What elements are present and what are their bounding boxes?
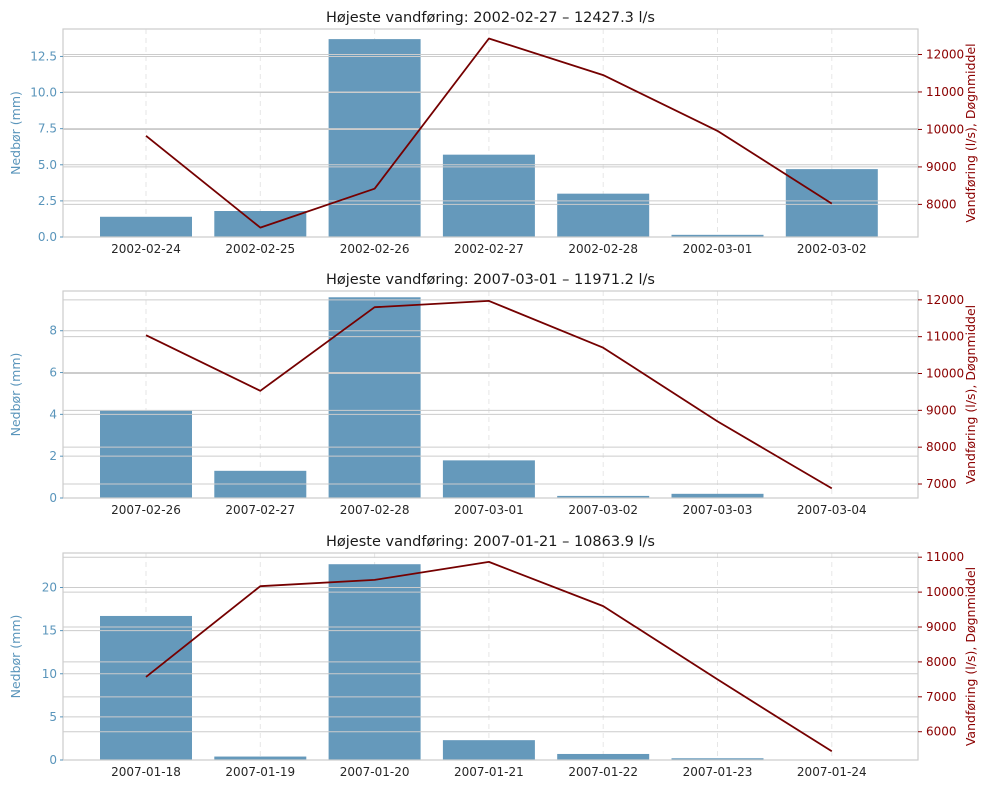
x-tick-label: 2002-03-01 <box>683 242 753 256</box>
precip-bar <box>557 753 650 760</box>
x-tick-label: 2002-02-28 <box>568 242 638 256</box>
x-tick-label: 2007-01-18 <box>111 765 181 779</box>
y-tick-label-left: 5.0 <box>38 158 57 172</box>
y-tick-label-right: 9000 <box>926 160 957 174</box>
y-tick-label-left: 12.5 <box>30 49 57 63</box>
y-tick-label-right: 11000 <box>926 550 964 564</box>
y-tick-label-right: 8000 <box>926 440 957 454</box>
x-tick-label: 2007-02-28 <box>340 503 410 517</box>
plot-frame <box>62 290 919 499</box>
y-tick-label-left: 6 <box>49 366 57 380</box>
chart-title: Højeste vandføring: 2007-03-01 – 11971.2… <box>326 272 655 288</box>
precip-bar <box>442 460 535 498</box>
precip-bar <box>214 756 307 760</box>
x-tick-label: 2007-03-04 <box>797 503 867 517</box>
chart-panel-3: Højeste vandføring: 2007-01-21 – 10863.9… <box>8 534 978 779</box>
x-tick-label: 2007-01-22 <box>568 765 638 779</box>
x-tick-label: 2007-01-19 <box>225 765 295 779</box>
precip-bar <box>214 211 307 237</box>
y-axis-label-right: Vandføring (l/s), Døgnmiddel <box>963 567 978 746</box>
y-tick-label-right: 8000 <box>926 197 957 211</box>
precip-bar <box>328 297 421 498</box>
y-tick-label-right: 10000 <box>926 122 964 136</box>
y-tick-label-left: 2.5 <box>38 194 57 208</box>
precip-bar <box>100 410 192 498</box>
precip-bar <box>671 234 764 237</box>
discharge-line <box>145 37 833 229</box>
y-tick-label-left: 5 <box>49 710 57 724</box>
x-tick-label: 2002-02-26 <box>340 242 410 256</box>
y-tick-label-right: 10000 <box>926 367 964 381</box>
y-tick-label-left: 10.0 <box>30 86 57 100</box>
x-tick-label: 2007-03-02 <box>568 503 638 517</box>
discharge-line <box>145 561 833 753</box>
discharge-line <box>145 299 833 490</box>
precip-bar <box>557 193 650 237</box>
precip-bar <box>100 216 192 237</box>
precip-bar <box>671 758 764 760</box>
y-axis-label-right: Vandføring (l/s), Døgnmiddel <box>963 305 978 484</box>
x-tick-label: 2007-03-01 <box>454 503 524 517</box>
y-tick-label-left: 8 <box>49 324 57 338</box>
x-tick-label: 2007-01-21 <box>454 765 524 779</box>
y-tick-label-left: 2 <box>49 449 57 463</box>
y-tick-label-right: 11000 <box>926 85 964 99</box>
x-tick-label: 2007-01-20 <box>340 765 410 779</box>
y-tick-label-right: 6000 <box>926 725 957 739</box>
y-axis-label-left: Nedbør (mm) <box>8 91 23 175</box>
y-tick-label-left: 0 <box>49 753 57 767</box>
x-tick-label: 2002-02-25 <box>225 242 295 256</box>
precip-bar <box>442 154 535 237</box>
precip-bar <box>100 615 192 760</box>
y-axis-label-right: Vandføring (l/s), Døgnmiddel <box>963 43 978 222</box>
y-axis-label-left: Nedbør (mm) <box>8 353 23 437</box>
x-tick-label: 2007-01-24 <box>797 765 867 779</box>
y-tick-label-right: 7000 <box>926 477 957 491</box>
plot-frame <box>62 28 919 238</box>
y-tick-label-right: 12000 <box>926 293 964 307</box>
x-tick-label: 2002-02-24 <box>111 242 181 256</box>
chart-panel-2: Højeste vandføring: 2007-03-01 – 11971.2… <box>8 272 978 517</box>
x-tick-label: 2007-02-26 <box>111 503 181 517</box>
y-tick-label-left: 7.5 <box>38 122 57 136</box>
y-tick-label-right: 11000 <box>926 330 964 344</box>
precip-bar <box>671 493 764 498</box>
chart-title: Højeste vandføring: 2007-01-21 – 10863.9… <box>326 534 655 550</box>
y-tick-label-left: 4 <box>49 407 57 421</box>
x-tick-label: 2007-03-03 <box>683 503 753 517</box>
y-tick-label-right: 8000 <box>926 655 957 669</box>
y-axis-label-left: Nedbør (mm) <box>8 615 23 699</box>
precip-bar <box>442 740 535 760</box>
y-tick-label-left: 10 <box>42 667 57 681</box>
y-tick-label-left: 20 <box>42 581 57 595</box>
y-tick-label-right: 9000 <box>926 403 957 417</box>
y-tick-label-right: 12000 <box>926 47 964 61</box>
x-tick-label: 2002-03-02 <box>797 242 867 256</box>
chart-panel-1: Højeste vandføring: 2002-02-27 – 12427.3… <box>8 10 978 256</box>
x-tick-label: 2007-01-23 <box>683 765 753 779</box>
precip-bar <box>557 495 650 498</box>
chart-title: Højeste vandføring: 2002-02-27 – 12427.3… <box>326 10 655 26</box>
y-tick-label-right: 7000 <box>926 690 957 704</box>
plot-frame <box>62 552 919 761</box>
y-tick-label-left: 0.0 <box>38 230 57 244</box>
y-tick-label-right: 10000 <box>926 585 964 599</box>
y-tick-label-left: 15 <box>42 624 57 638</box>
y-tick-label-right: 9000 <box>926 620 957 634</box>
x-tick-label: 2002-02-27 <box>454 242 524 256</box>
x-tick-label: 2007-02-27 <box>225 503 295 517</box>
y-tick-label-left: 0 <box>49 491 57 505</box>
precip-bar <box>328 39 421 237</box>
